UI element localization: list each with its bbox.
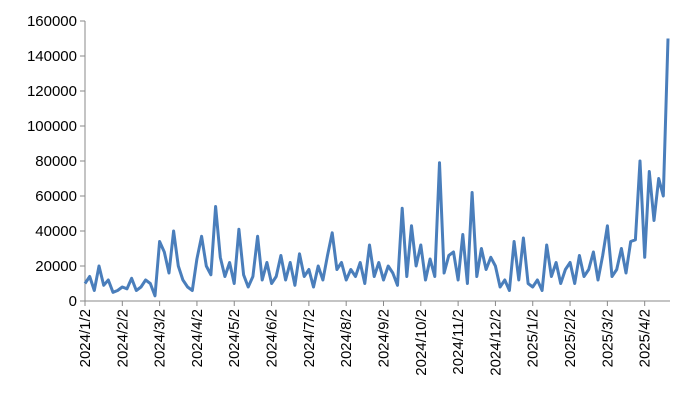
y-tick-label: 20000 (35, 258, 77, 275)
x-tick-label: 2024/12/2 (487, 309, 504, 376)
x-tick-label: 2024/8/2 (338, 309, 355, 367)
x-tick-label: 2024/3/2 (152, 309, 169, 367)
x-tick-label: 2025/4/2 (637, 309, 654, 367)
y-tick-label: 120000 (27, 83, 77, 100)
y-tick-label: 40000 (35, 223, 77, 240)
x-tick-label: 2024/1/2 (77, 309, 94, 367)
x-tick-label: 2025/1/2 (525, 309, 542, 367)
x-tick-label: 2024/4/2 (189, 309, 206, 367)
y-tick-label: 0 (69, 293, 77, 310)
y-tick-label: 80000 (35, 153, 77, 170)
x-tick-label: 2024/5/2 (226, 309, 243, 367)
x-tick-label: 2024/10/2 (413, 309, 430, 376)
x-tick-label: 2024/6/2 (264, 309, 281, 367)
y-tick-label: 140000 (27, 48, 77, 65)
x-tick-label: 2024/7/2 (301, 309, 318, 367)
x-tick-label: 2025/3/2 (599, 309, 616, 367)
y-tick-label: 60000 (35, 188, 77, 205)
y-tick-label: 160000 (27, 13, 77, 30)
x-tick-label: 2024/2/2 (114, 309, 131, 367)
line-series (83, 38, 670, 298)
x-tick-label: 2024/9/2 (375, 309, 392, 367)
x-tick-label: 2025/2/2 (562, 309, 579, 367)
x-tick-label: 2024/11/2 (450, 309, 467, 375)
y-tick-label: 100000 (27, 118, 77, 135)
